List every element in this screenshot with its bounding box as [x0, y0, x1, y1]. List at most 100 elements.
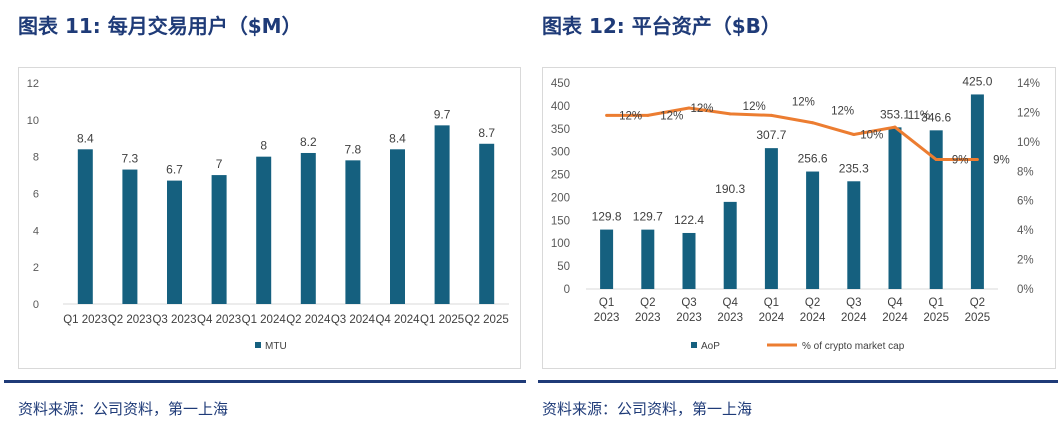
crypto-share-point	[605, 113, 609, 117]
aop-bar	[929, 130, 943, 289]
aop-bar	[723, 201, 737, 289]
right-y-tick-label: 0%	[1017, 284, 1034, 296]
x-tick-label-year: 2024	[800, 312, 826, 324]
mtu-bar	[77, 149, 93, 304]
crypto-share-point	[687, 106, 691, 110]
crypto-share-point	[975, 158, 979, 162]
x-tick-label-year: 2023	[676, 312, 702, 324]
legend-label-mtu: MTU	[265, 341, 287, 352]
left-y-tick-label: 400	[551, 101, 570, 113]
y-tick-label: 10	[27, 115, 39, 127]
x-tick-label-quarter: Q1	[929, 297, 944, 309]
aop-combo-chart: 0 50 100 150 200 250 300 350 400 450 0% 2% 4% 6% 8% 10%…	[551, 74, 1040, 352]
mtu-data-label: 8.7	[478, 126, 495, 140]
mtu-bar	[390, 149, 405, 304]
y-tick-label: 6	[33, 189, 39, 201]
crypto-share-label: 12%	[831, 106, 854, 118]
x-tick-label-quarter: Q1	[599, 297, 614, 309]
mtu-chart-frame: 0 2 4 6 8 10 12 8.4 Q1 2023 7.3 Q2 2023 6.7 Q3 2023 7…	[18, 67, 521, 369]
mtu-bar	[211, 175, 227, 304]
crypto-share-label: 9%	[993, 155, 1010, 167]
mtu-data-label: 8.4	[77, 131, 94, 145]
right-y-tick-label: 6%	[1017, 196, 1034, 208]
left-y-tick-label: 0	[564, 284, 570, 296]
mtu-data-label: 8.2	[300, 135, 317, 149]
left-y-tick-label: 150	[551, 215, 570, 227]
y-tick-label: 0	[33, 299, 39, 311]
x-tick-label-quarter: Q2	[970, 297, 985, 309]
aop-data-label: 425.0	[962, 74, 992, 88]
x-tick-label: Q4 2023	[197, 314, 241, 326]
aop-data-label: 346.6	[921, 110, 951, 124]
aop-data-label: 129.7	[633, 210, 663, 224]
aop-data-label: 353.1	[880, 107, 910, 121]
x-tick-label-quarter: Q3	[846, 297, 861, 309]
figure-12-source: 资料来源：公司资料，第一上海	[542, 400, 753, 418]
legend-label-aop: AoP	[701, 341, 720, 352]
aop-data-label: 256.6	[798, 152, 828, 166]
x-tick-label: Q2 2024	[286, 314, 331, 326]
mtu-bar	[300, 152, 316, 304]
x-tick-label-quarter: Q4	[723, 297, 739, 309]
x-tick-label: Q1 2025	[420, 314, 464, 326]
x-tick-label-quarter: Q1	[764, 297, 779, 309]
aop-data-label: 122.4	[674, 213, 704, 227]
aop-data-label: 129.8	[592, 210, 622, 224]
crypto-share-label: 12%	[690, 103, 713, 115]
left-y-tick-label: 350	[551, 124, 570, 136]
mtu-bar	[167, 180, 182, 304]
x-tick-label-quarter: Q3	[681, 297, 696, 309]
right-y-tick-label: 14%	[1017, 78, 1040, 90]
mtu-data-label: 9.7	[434, 107, 451, 121]
left-y-tick-label: 100	[551, 238, 570, 250]
mtu-data-label: 7.3	[122, 152, 139, 166]
figure-11-title: 图表 11: 每月交易用户（$M）	[18, 14, 302, 38]
aop-data-label: 307.7	[756, 128, 786, 142]
left-y-tick-label: 50	[557, 261, 570, 273]
mtu-data-label: 7	[216, 157, 223, 171]
crypto-share-point	[811, 121, 815, 125]
aop-data-label: 190.3	[715, 182, 745, 196]
crypto-share-label: 12%	[660, 110, 683, 122]
crypto-share-label: 10%	[860, 130, 883, 142]
left-y-tick-label: 450	[551, 78, 570, 90]
crypto-share-label: 12%	[619, 110, 642, 122]
crypto-share-point	[728, 112, 732, 116]
left-y-tick-label: 250	[551, 170, 570, 182]
aop-data-label: 235.3	[839, 161, 869, 175]
mtu-bar	[434, 125, 450, 304]
aop-chart-frame: 0 50 100 150 200 250 300 350 400 450 0% 2% 4% 6% 8% 10%…	[542, 67, 1056, 369]
x-tick-label-year: 2023	[594, 312, 620, 324]
x-tick-label-year: 2024	[841, 312, 867, 324]
crypto-share-label: 11%	[908, 110, 930, 122]
aop-bar	[847, 181, 861, 289]
figure-12-rule	[538, 380, 1058, 383]
right-y-tick-label: 8%	[1017, 166, 1034, 178]
legend-label-crypto-share: % of crypto market cap	[802, 341, 905, 352]
figure-11-rule	[4, 380, 526, 383]
crypto-share-label: 9%	[952, 155, 969, 167]
right-y-tick-label: 10%	[1017, 137, 1040, 149]
aop-bar	[641, 229, 655, 289]
aop-bar	[600, 229, 614, 289]
crypto-share-point	[852, 133, 856, 136]
x-tick-label-quarter: Q2	[640, 297, 655, 309]
mtu-bar	[122, 169, 138, 304]
x-tick-label: Q2 2023	[108, 314, 152, 326]
y-tick-label: 8	[33, 152, 39, 164]
mtu-bar	[479, 143, 495, 304]
x-tick-label: Q3 2023	[152, 314, 196, 326]
x-tick-label-year: 2025	[923, 312, 949, 324]
legend-swatch-mtu	[255, 342, 261, 348]
crypto-share-point	[646, 113, 650, 117]
x-tick-label-quarter: Q4	[887, 297, 903, 309]
left-y-tick-label: 200	[551, 192, 570, 204]
x-tick-label-year: 2024	[759, 312, 785, 324]
x-tick-label: Q1 2023	[63, 314, 107, 326]
x-tick-label: Q3 2024	[331, 314, 376, 326]
mtu-data-label: 8.4	[389, 131, 406, 145]
x-tick-label-year: 2023	[635, 312, 661, 324]
x-tick-label-quarter: Q2	[805, 297, 820, 309]
crypto-share-point	[769, 113, 773, 117]
x-tick-label: Q4 2024	[375, 314, 420, 326]
